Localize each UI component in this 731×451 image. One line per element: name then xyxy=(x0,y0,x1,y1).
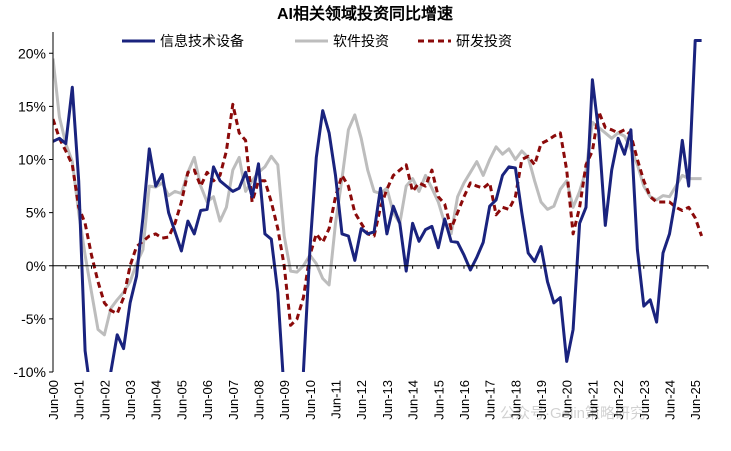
legend: 信息技术设备 软件投资 研发投资 xyxy=(122,33,512,49)
y-axis: -10% -5% 0% 5% 10% 15% 20% xyxy=(13,32,54,380)
y-tick-label: -5% xyxy=(21,311,46,327)
legend-label-1: 软件投资 xyxy=(333,33,389,49)
plot-area xyxy=(53,39,704,372)
series-line-1 xyxy=(53,58,702,337)
x-tick-label: Jun-00 xyxy=(46,380,61,420)
x-tick-label: Jun-24 xyxy=(662,380,677,420)
legend-label-2: 研发投资 xyxy=(456,33,512,49)
x-tick-label: Jun-14 xyxy=(406,380,421,420)
series-line-0 xyxy=(53,39,702,372)
x-tick-label: Jun-16 xyxy=(457,380,472,420)
watermark-text: 公众号·Gelin策略研究 xyxy=(500,405,645,422)
x-tick-label: Jun-13 xyxy=(380,380,395,420)
x-tick-label: Jun-10 xyxy=(303,380,318,420)
y-tick-label: -10% xyxy=(13,364,46,380)
y-tick-label: 5% xyxy=(26,205,46,221)
x-tick-label: Jun-05 xyxy=(174,380,189,420)
y-tick-label: 10% xyxy=(18,152,46,168)
x-tick-label: Jun-18 xyxy=(508,380,523,420)
x-tick-label: Jun-04 xyxy=(149,380,164,420)
y-tick-label: 20% xyxy=(18,45,46,61)
series-line-2 xyxy=(53,102,704,327)
x-tick-label: Jun-01 xyxy=(72,380,87,420)
x-tick-label: Jun-20 xyxy=(560,380,575,420)
x-tick-label: Jun-22 xyxy=(611,380,626,420)
x-tick-label: Jun-15 xyxy=(431,380,446,420)
x-tick-label: Jun-07 xyxy=(226,380,241,420)
x-tick-label: Jun-03 xyxy=(123,380,138,420)
y-tick-label: 0% xyxy=(26,258,46,274)
x-tick-label: Jun-23 xyxy=(637,380,652,420)
x-tick-label: Jun-19 xyxy=(534,380,549,420)
x-tick-label: Jun-17 xyxy=(483,380,498,420)
x-tick-label: Jun-12 xyxy=(354,380,369,420)
x-tick-label: Jun-06 xyxy=(200,380,215,420)
x-tick-label: Jun-08 xyxy=(251,380,266,420)
x-tick-label: Jun-21 xyxy=(585,380,600,420)
y-tick-label: 15% xyxy=(18,98,46,114)
x-tick-label: Jun-02 xyxy=(97,380,112,420)
x-tick-label: Jun-11 xyxy=(329,380,344,419)
chart-title: AI相关领域投资同比增速 xyxy=(277,4,453,23)
legend-label-0: 信息技术设备 xyxy=(160,33,244,49)
x-tick-label: Jun-25 xyxy=(688,380,703,420)
x-axis: Jun-00 Jun-01 Jun-02 Jun-03 Jun-04 Jun-05 Jun-… xyxy=(46,265,709,420)
x-tick-label: Jun-09 xyxy=(277,380,292,420)
